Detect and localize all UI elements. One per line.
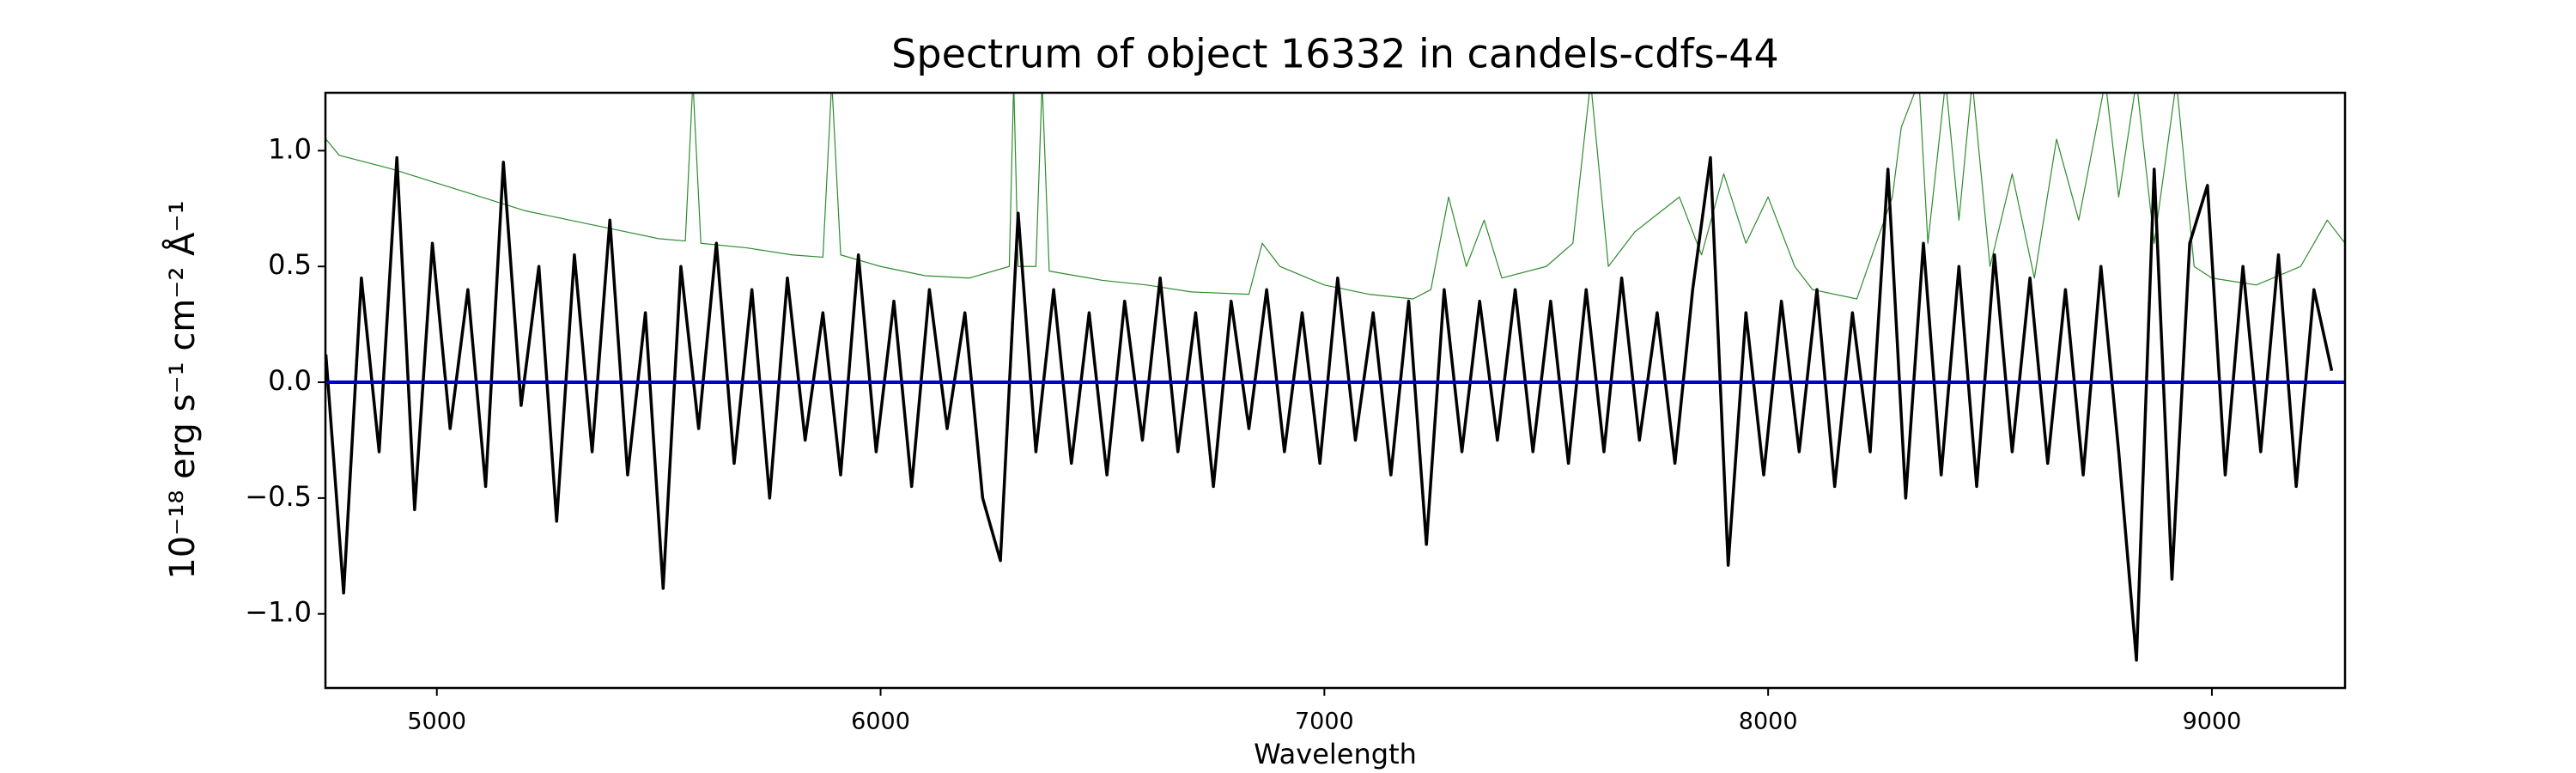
plot-frame (324, 91, 2347, 690)
y-tick-label: 0.5 (268, 248, 312, 281)
y-tick-label: 1.0 (268, 132, 312, 165)
y-tick-label: −0.5 (245, 480, 312, 513)
x-tick-label: 6000 (851, 709, 910, 735)
plot-area (325, 93, 2345, 662)
y-tick-label: 0.0 (268, 364, 312, 397)
y-tick-label: −1.0 (245, 596, 312, 629)
spectrum-line (325, 93, 2345, 300)
x-tick-label: 9000 (2183, 709, 2242, 735)
spectrum-line (325, 155, 2334, 662)
chart-title: Spectrum of object 16332 in candels-cdfs… (891, 31, 1779, 77)
x-tick-label: 5000 (407, 709, 466, 735)
x-axis-label: Wavelength (1254, 738, 1417, 770)
x-tick-label: 8000 (1739, 709, 1798, 735)
y-axis-label: 10⁻¹⁸ erg s⁻¹ cm⁻² Å⁻¹ (161, 200, 203, 579)
x-tick-label: 7000 (1295, 709, 1354, 735)
